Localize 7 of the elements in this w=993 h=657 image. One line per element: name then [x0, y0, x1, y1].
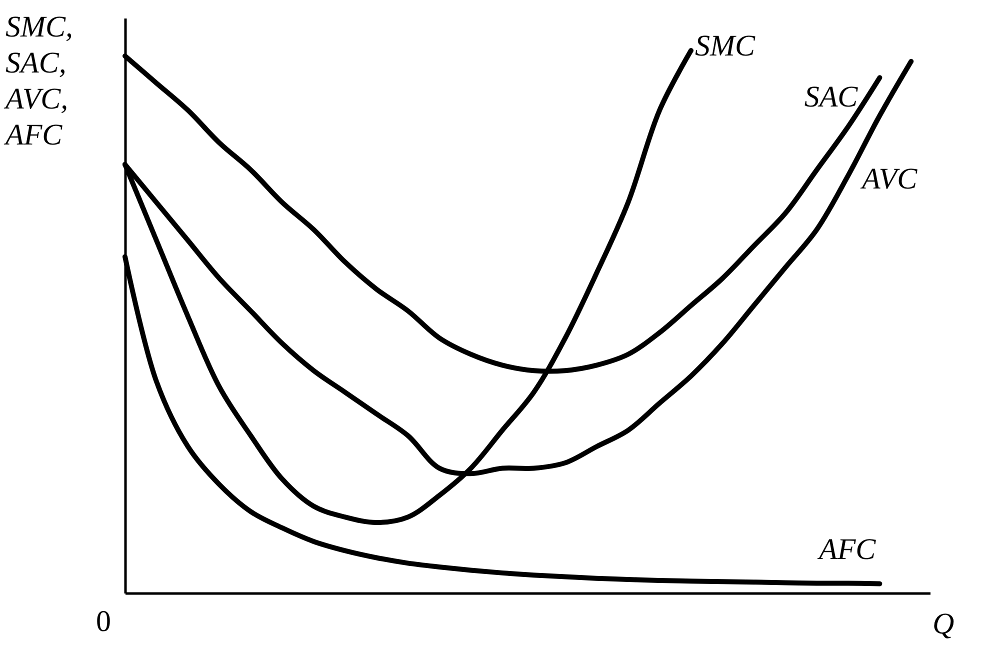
series-label: SMC — [695, 30, 756, 63]
series-label: AVC — [860, 162, 918, 196]
series-label: AFC — [817, 532, 877, 566]
text: 0 — [96, 605, 111, 638]
y-axis-title: SMC, SAC, AVC, AFC — [4, 10, 73, 152]
x-axis-title: Q — [932, 608, 954, 640]
series-label: SAC — [804, 80, 859, 114]
